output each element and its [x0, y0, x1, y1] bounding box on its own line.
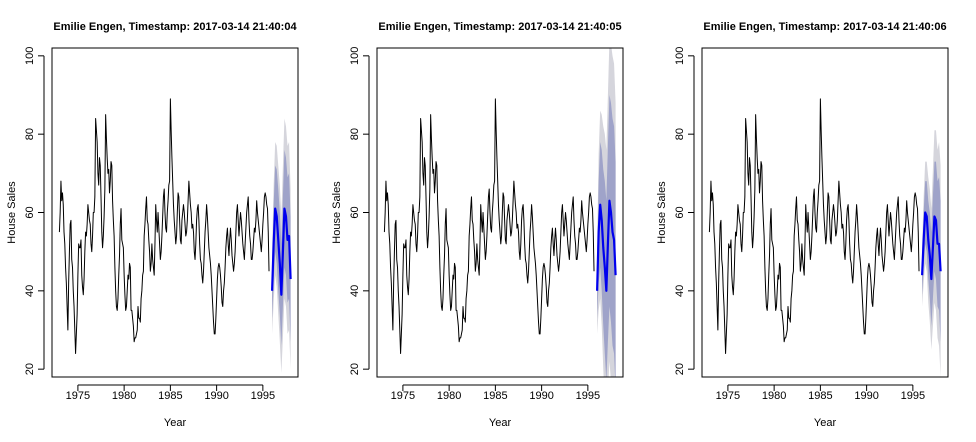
history-line: [383, 98, 595, 354]
x-axis-label: Year: [164, 417, 187, 429]
x-tick-label: 1980: [112, 390, 136, 402]
x-tick-label: 1995: [576, 390, 600, 402]
history-line: [58, 98, 270, 354]
plot-frame: [701, 47, 949, 378]
y-tick-label: 20: [24, 363, 36, 375]
x-tick-label: 1985: [483, 390, 507, 402]
x-axis-label: Year: [489, 417, 512, 429]
y-tick-label: 100: [674, 47, 686, 65]
y-tick-label: 60: [349, 206, 361, 218]
forecast-mean-line: [921, 211, 942, 281]
y-tick-label: 40: [349, 285, 361, 297]
forecast-mean-line: [271, 207, 292, 296]
forecast-panel-3: Emilie Engen, Timestamp: 2017-03-14 21:4…: [656, 21, 949, 429]
y-tick-label: 80: [349, 128, 361, 140]
x-tick-label: 1975: [66, 390, 90, 402]
y-axis-label: House Sales: [331, 181, 343, 244]
x-tick-label: 1990: [529, 390, 553, 402]
x-tick-label: 1995: [901, 390, 925, 402]
x-tick-label: 1975: [391, 390, 415, 402]
forecast-80-band: [922, 161, 941, 342]
y-tick-label: 40: [674, 285, 686, 297]
forecast-mean-line: [596, 199, 617, 292]
y-tick-label: 60: [674, 206, 686, 218]
y-tick-label: 40: [24, 285, 36, 297]
y-tick-label: 100: [24, 47, 36, 65]
plot-frame: [51, 47, 299, 378]
forecast-panel-1: Emilie Engen, Timestamp: 2017-03-14 21:4…: [6, 21, 299, 429]
forecast-80-band: [272, 149, 291, 346]
y-tick-label: 100: [349, 47, 361, 65]
y-tick-label: 80: [24, 128, 36, 140]
x-tick-label: 1990: [204, 390, 228, 402]
x-tick-label: 1995: [251, 390, 275, 402]
history-line: [708, 98, 920, 354]
x-tick-label: 1990: [854, 390, 878, 402]
y-tick-label: 60: [24, 206, 36, 218]
x-tick-label: 1975: [716, 390, 740, 402]
x-tick-label: 1985: [158, 390, 182, 402]
panel-title: Emilie Engen, Timestamp: 2017-03-14 21:4…: [703, 21, 946, 33]
y-tick-label: 80: [674, 128, 686, 140]
y-axis-label: House Sales: [656, 181, 668, 244]
y-axis-label: House Sales: [6, 181, 18, 244]
y-tick-label: 20: [674, 363, 686, 375]
forecast-80-band: [597, 95, 616, 377]
forecast-panel-2: Emilie Engen, Timestamp: 2017-03-14 21:4…: [331, 21, 624, 429]
plot-frame: [376, 47, 624, 378]
y-tick-label: 20: [349, 363, 361, 375]
panel-title: Emilie Engen, Timestamp: 2017-03-14 21:4…: [53, 21, 297, 33]
x-tick-label: 1980: [437, 390, 461, 402]
panel-title: Emilie Engen, Timestamp: 2017-03-14 21:4…: [378, 21, 621, 33]
x-axis-label: Year: [814, 417, 837, 429]
x-tick-label: 1985: [808, 390, 832, 402]
x-tick-label: 1980: [762, 390, 786, 402]
